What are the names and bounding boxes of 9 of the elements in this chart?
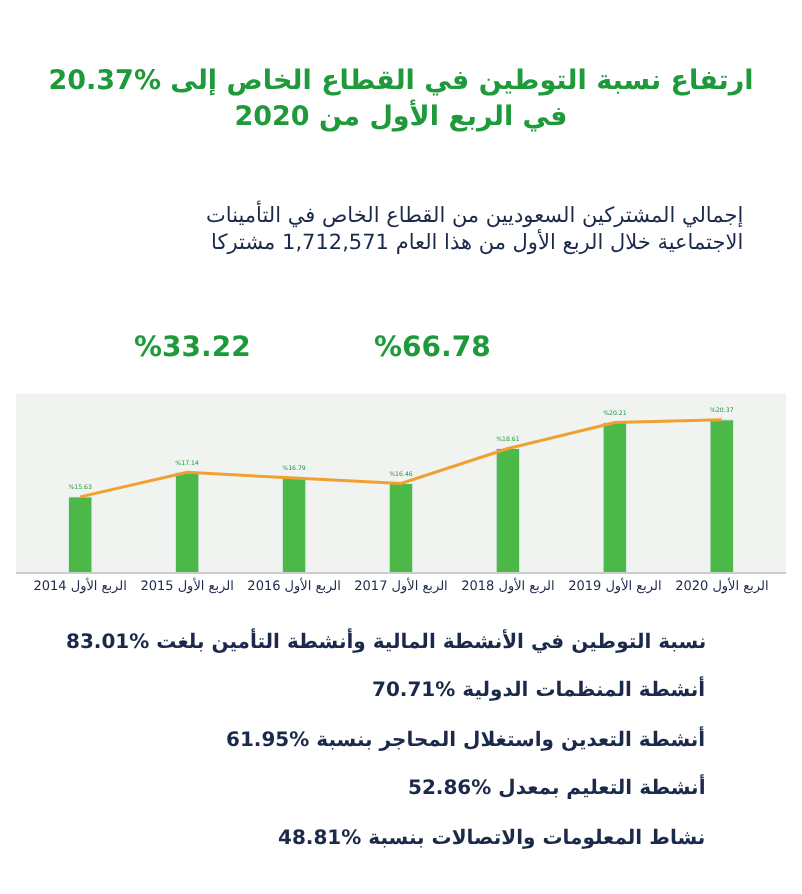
text: %66.78 <box>374 332 491 364</box>
text: أنشطة المنظمات الدولية %70.71 <box>372 676 706 702</box>
chart-subtitle: إجمالي المشتركين السعوديين من القطاع الخاص في التأمينات الاجتماعية خلال الربع الأول من هذا العام 1,712,571 مشتركا <box>206 200 744 256</box>
chart-title: ارتفاع نسبة التوطين في القطاع الخاص إلى %20.37 في الربع الأول من 2020 <box>48 65 754 133</box>
text: نشاط المعلومات والاتصالات بنسبة %48.81 <box>278 828 706 850</box>
text: أنشطة التعدين واستغلال المحاجر بنسبة %61.95 <box>226 726 706 752</box>
text: نسبة التوطين في الأنشطة المالية وأنشطة التأمين بلغت %83.01 <box>66 628 707 654</box>
text: %33.22 <box>134 332 251 364</box>
text: أنشطة التعليم بمعدل %52.86 <box>408 774 706 800</box>
